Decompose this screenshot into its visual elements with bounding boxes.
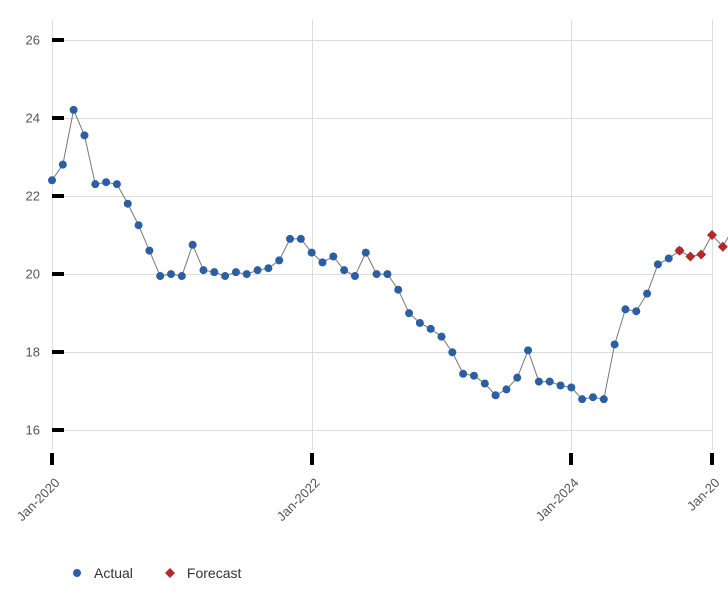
data-point <box>416 319 424 327</box>
y-tick-label: 22 <box>0 188 40 203</box>
data-point <box>427 325 435 333</box>
data-point <box>297 235 305 243</box>
data-point <box>156 272 164 280</box>
data-point <box>448 348 456 356</box>
series-line <box>52 110 728 399</box>
data-point <box>685 252 695 262</box>
data-point <box>394 286 402 294</box>
data-point <box>243 270 251 278</box>
data-point <box>578 395 586 403</box>
data-point <box>264 264 272 272</box>
data-point <box>329 253 337 261</box>
data-point <box>351 272 359 280</box>
data-point <box>383 270 391 278</box>
data-point <box>362 249 370 257</box>
data-point <box>470 372 478 380</box>
legend-item: Actual <box>70 565 133 581</box>
data-point <box>145 247 153 255</box>
y-tick-label: 24 <box>0 110 40 125</box>
data-point <box>675 246 685 256</box>
y-tick-label: 18 <box>0 345 40 360</box>
data-point <box>275 256 283 264</box>
data-point <box>654 260 662 268</box>
data-point <box>124 200 132 208</box>
data-point <box>189 241 197 249</box>
data-point <box>135 221 143 229</box>
data-point <box>621 305 629 313</box>
data-point <box>535 378 543 386</box>
legend-label: Forecast <box>187 565 241 581</box>
legend: Actual Forecast <box>70 565 241 581</box>
data-point <box>340 266 348 274</box>
x-tick <box>569 453 573 465</box>
y-tick <box>52 38 64 42</box>
data-point <box>254 266 262 274</box>
y-tick-label: 26 <box>0 32 40 47</box>
data-point <box>167 270 175 278</box>
data-point <box>48 176 56 184</box>
y-tick-label: 16 <box>0 423 40 438</box>
timeseries-chart: ActualForecast 161820222426Jan-2020Jan-2… <box>0 0 728 600</box>
plot-svg <box>0 0 728 600</box>
diamond-marker-icon <box>163 566 177 580</box>
data-point <box>632 307 640 315</box>
y-tick <box>52 194 64 198</box>
data-point <box>59 161 67 169</box>
data-point <box>492 391 500 399</box>
data-point <box>232 268 240 276</box>
data-point <box>438 333 446 341</box>
data-point <box>524 346 532 354</box>
y-tick-label: 20 <box>0 267 40 282</box>
y-tick <box>52 428 64 432</box>
data-point <box>502 385 510 393</box>
circle-marker-icon <box>70 566 84 580</box>
legend-item: Forecast <box>163 565 241 581</box>
y-tick <box>52 272 64 276</box>
data-point <box>70 106 78 114</box>
data-point <box>405 309 413 317</box>
data-point <box>459 370 467 378</box>
data-point <box>286 235 294 243</box>
data-point <box>696 250 706 260</box>
data-point <box>178 272 186 280</box>
data-point <box>308 249 316 257</box>
y-tick <box>52 116 64 120</box>
x-tick <box>50 453 54 465</box>
data-point <box>513 374 521 382</box>
data-point <box>113 180 121 188</box>
data-point <box>80 131 88 139</box>
data-point <box>643 290 651 298</box>
legend-label: Actual <box>94 565 133 581</box>
data-point <box>665 254 673 262</box>
data-point <box>589 393 597 401</box>
data-point <box>546 378 554 386</box>
data-point <box>600 395 608 403</box>
data-point <box>91 180 99 188</box>
data-point <box>557 382 565 390</box>
x-tick <box>310 453 314 465</box>
x-tick <box>710 453 714 465</box>
data-point <box>373 270 381 278</box>
data-point <box>221 272 229 280</box>
data-point <box>611 340 619 348</box>
data-point <box>481 380 489 388</box>
data-point <box>567 383 575 391</box>
y-tick <box>52 350 64 354</box>
data-point <box>210 268 218 276</box>
data-point <box>199 266 207 274</box>
data-point <box>318 258 326 266</box>
data-point <box>102 178 110 186</box>
